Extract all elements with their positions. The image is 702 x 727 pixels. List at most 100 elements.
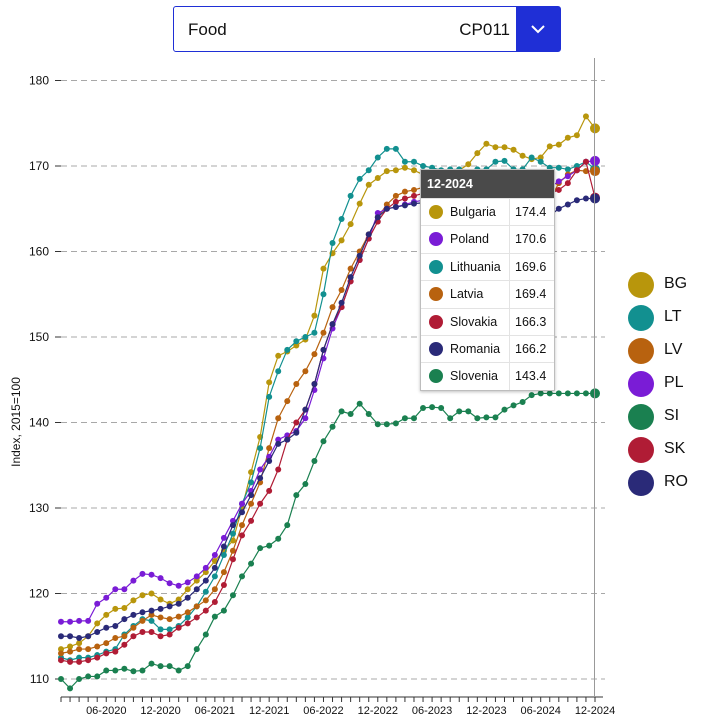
data-point[interactable] <box>175 582 182 589</box>
legend-item-ro[interactable]: RO <box>628 468 702 501</box>
data-point[interactable] <box>401 188 408 195</box>
data-point[interactable] <box>374 421 381 428</box>
data-point[interactable] <box>257 475 264 482</box>
data-point[interactable] <box>374 154 381 161</box>
data-point[interactable] <box>76 676 83 682</box>
data-point[interactable] <box>67 685 74 692</box>
data-point[interactable] <box>220 534 227 541</box>
data-point[interactable] <box>302 334 309 340</box>
data-point[interactable] <box>275 352 282 359</box>
data-point[interactable] <box>329 423 336 430</box>
data-point[interactable] <box>257 500 264 507</box>
category-dropdown[interactable]: Food CP011 <box>173 6 561 52</box>
data-point[interactable] <box>130 577 137 584</box>
data-point[interactable] <box>275 368 282 375</box>
data-point[interactable] <box>338 299 345 306</box>
data-point[interactable] <box>229 530 236 537</box>
legend-item-pl[interactable]: PL <box>628 369 702 402</box>
data-point[interactable] <box>239 573 246 580</box>
data-point[interactable] <box>148 611 155 618</box>
data-point[interactable] <box>555 164 562 171</box>
data-point[interactable] <box>257 445 264 452</box>
data-point[interactable] <box>392 167 399 174</box>
data-point[interactable] <box>266 457 273 464</box>
data-point[interactable] <box>148 617 155 624</box>
data-point[interactable] <box>121 616 128 623</box>
data-point[interactable] <box>338 216 345 223</box>
data-point[interactable] <box>356 400 363 407</box>
data-point[interactable] <box>338 408 345 415</box>
data-point[interactable] <box>293 419 300 426</box>
data-point[interactable] <box>130 668 137 675</box>
data-point[interactable] <box>229 537 236 544</box>
data-point[interactable] <box>103 594 110 601</box>
data-point[interactable] <box>112 648 119 655</box>
data-point[interactable] <box>94 654 101 661</box>
data-point[interactable] <box>266 445 273 452</box>
data-point[interactable] <box>248 517 255 524</box>
data-point[interactable] <box>139 570 146 577</box>
data-point[interactable] <box>347 410 354 417</box>
data-point[interactable] <box>356 200 363 207</box>
data-point[interactable] <box>410 186 417 193</box>
data-point[interactable] <box>239 532 246 539</box>
data-point[interactable] <box>401 158 408 165</box>
data-point[interactable] <box>564 201 571 208</box>
data-point[interactable] <box>130 597 137 604</box>
data-point[interactable] <box>410 415 417 422</box>
data-point[interactable] <box>58 650 64 657</box>
data-point[interactable] <box>293 381 300 388</box>
data-point[interactable] <box>220 552 227 559</box>
data-point[interactable] <box>67 633 74 640</box>
data-point[interactable] <box>356 252 363 259</box>
data-point[interactable] <box>76 640 83 647</box>
data-point[interactable] <box>365 167 372 174</box>
data-point[interactable] <box>94 673 101 680</box>
data-point[interactable] <box>555 141 562 148</box>
data-point[interactable] <box>148 607 155 614</box>
data-point[interactable] <box>311 312 318 319</box>
data-point[interactable] <box>338 237 345 244</box>
data-point[interactable] <box>112 667 119 674</box>
data-point[interactable] <box>248 469 255 476</box>
data-point[interactable] <box>85 633 92 640</box>
data-point[interactable] <box>293 429 300 436</box>
data-point[interactable] <box>519 152 526 159</box>
data-point[interactable] <box>202 569 209 576</box>
data-point[interactable] <box>76 634 83 641</box>
data-point[interactable] <box>257 466 264 473</box>
data-point[interactable] <box>474 415 481 422</box>
data-point[interactable] <box>211 552 218 559</box>
data-point[interactable] <box>528 154 535 161</box>
data-point[interactable] <box>311 457 318 464</box>
data-point[interactable] <box>365 231 372 238</box>
data-point[interactable] <box>58 676 64 682</box>
data-point[interactable] <box>392 420 399 427</box>
data-point[interactable] <box>239 522 246 529</box>
data-point[interactable] <box>85 646 92 653</box>
data-point[interactable] <box>148 628 155 635</box>
data-point[interactable] <box>121 605 128 612</box>
data-point[interactable] <box>166 616 173 623</box>
data-point[interactable] <box>211 613 218 620</box>
data-point[interactable] <box>392 204 399 211</box>
data-point[interactable] <box>76 654 83 661</box>
data-point[interactable] <box>293 338 300 345</box>
data-point[interactable] <box>573 197 580 204</box>
data-point[interactable] <box>275 466 282 473</box>
data-point[interactable] <box>103 667 110 674</box>
data-point[interactable] <box>148 571 155 578</box>
data-point[interactable] <box>347 192 354 199</box>
data-point[interactable] <box>121 633 128 640</box>
data-point[interactable] <box>438 404 445 411</box>
data-point[interactable] <box>582 113 589 120</box>
data-point[interactable] <box>483 140 490 147</box>
data-point[interactable] <box>383 421 390 428</box>
data-point[interactable] <box>573 390 580 397</box>
data-point[interactable] <box>302 368 309 375</box>
data-point[interactable] <box>94 643 101 650</box>
data-point[interactable] <box>67 643 74 650</box>
data-point[interactable] <box>465 408 472 415</box>
data-point[interactable] <box>175 600 182 607</box>
data-point[interactable] <box>573 163 580 169</box>
